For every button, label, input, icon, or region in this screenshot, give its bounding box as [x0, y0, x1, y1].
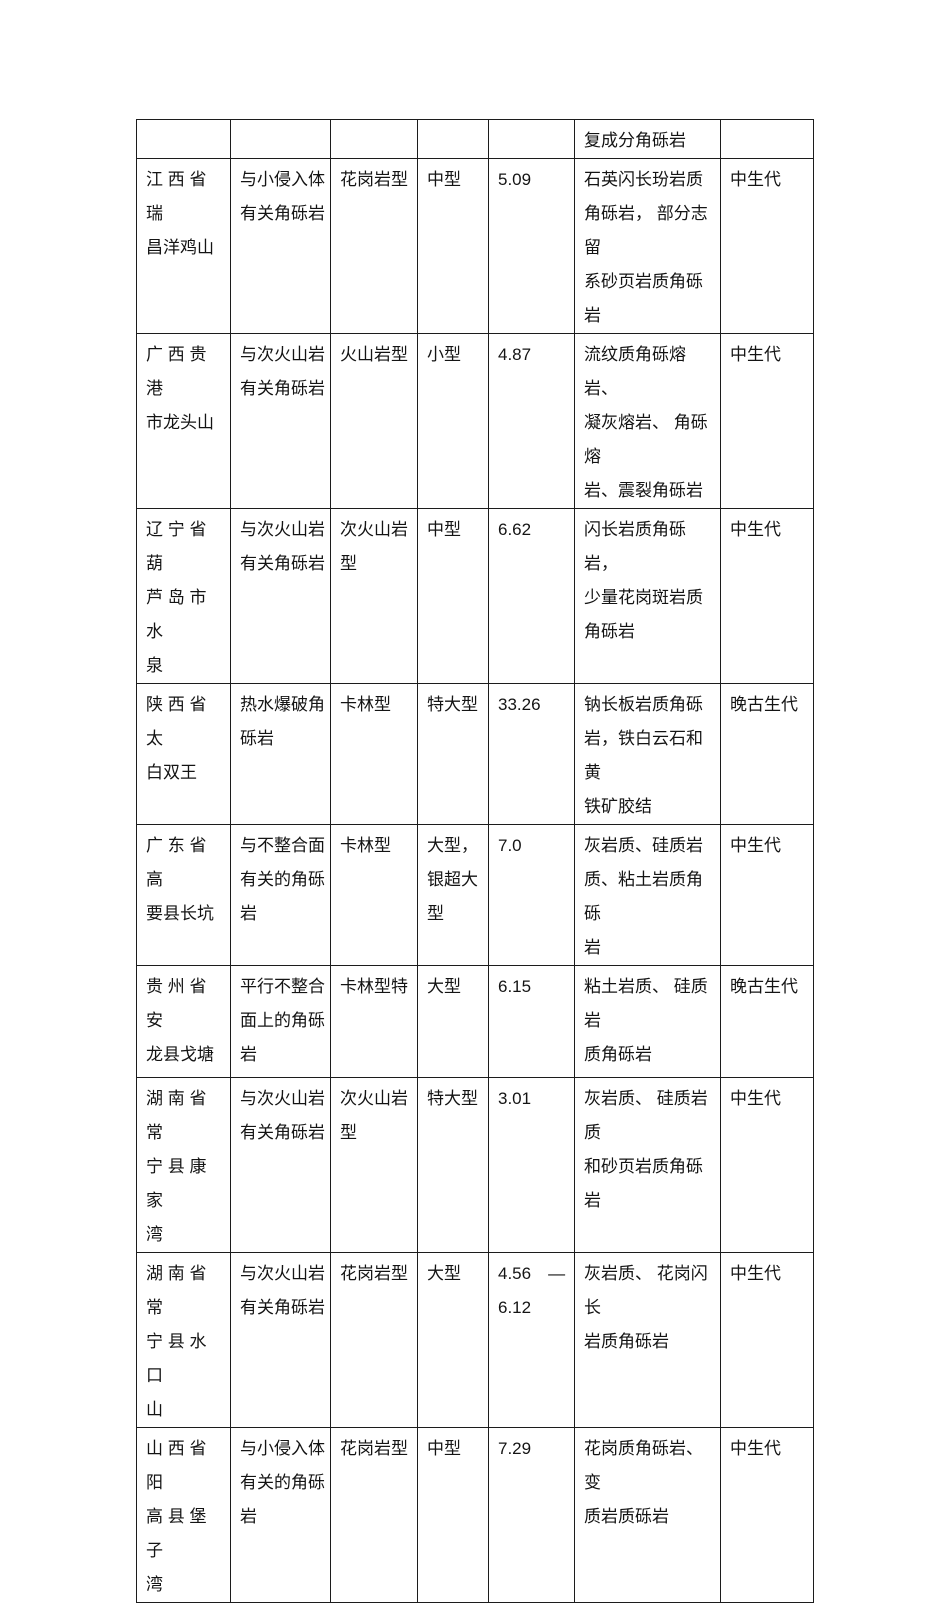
- table-cell-grade: 4.87: [488, 333, 575, 509]
- table-cell-scale: 中型: [417, 508, 489, 684]
- table-cell-location: 山 西 省 阳 高 县 堡 子 湾: [136, 1427, 231, 1603]
- table-cell-era: 中生代: [720, 508, 814, 684]
- table-cell-grade: 6.62: [488, 508, 575, 684]
- table-cell-era: 中生代: [720, 824, 814, 966]
- table-cell-location: 贵 州 省 安 龙县戈塘: [136, 965, 231, 1078]
- table-row: 广 东 省 高 要县长坑 与不整合面 有关的角砾 岩 卡林型 大型， 银超大 型…: [136, 824, 814, 966]
- table-cell-deposit-type: 次火山岩 型: [330, 508, 418, 684]
- table-cell-description: 灰岩质、 花岗闪长 岩质角砾岩: [574, 1252, 721, 1428]
- table-row: 湖 南 省 常 宁 县 水 口 山 与次火山岩 有关角砾岩 花岗岩型 大型 4.…: [136, 1252, 814, 1428]
- table-cell-deposit-type: 次火山岩 型: [330, 1077, 418, 1253]
- table-cell-breccia-type: 平行不整合 面上的角砾 岩: [230, 965, 331, 1078]
- table-cell-breccia-type: [230, 119, 331, 159]
- table-cell-deposit-type: 花岗岩型: [330, 158, 418, 334]
- table-cell-deposit-type: 花岗岩型: [330, 1427, 418, 1603]
- table-cell-deposit-type: 卡林型: [330, 824, 418, 966]
- table-cell-breccia-type: 与次火山岩 有关角砾岩: [230, 333, 331, 509]
- table-row: 江 西 省 瑞 昌洋鸡山 与小侵入体 有关角砾岩 花岗岩型 中型 5.09 石英…: [136, 158, 814, 334]
- table-cell-deposit-type: 火山岩型: [330, 333, 418, 509]
- table-cell-grade: 5.09: [488, 158, 575, 334]
- table-cell-grade: 7.29: [488, 1427, 575, 1603]
- table-cell-grade: 4.56 — 6.12: [488, 1252, 575, 1428]
- table-cell-scale: 中型: [417, 1427, 489, 1603]
- table-cell-description: 灰岩质、 硅质岩质 和砂页岩质角砾 岩: [574, 1077, 721, 1253]
- table-cell-deposit-type: 卡林型: [330, 683, 418, 825]
- table-cell-grade: 6.15: [488, 965, 575, 1078]
- table-cell-deposit-type: 花岗岩型: [330, 1252, 418, 1428]
- table-cell-breccia-type: 与不整合面 有关的角砾 岩: [230, 824, 331, 966]
- table-row: 广 西 贵 港 市龙头山 与次火山岩 有关角砾岩 火山岩型 小型 4.87 流纹…: [136, 333, 814, 509]
- table-cell-era: 中生代: [720, 1427, 814, 1603]
- table-cell-grade: 7.0: [488, 824, 575, 966]
- table-row: 辽 宁 省 葫 芦 岛 市 水 泉 与次火山岩 有关角砾岩 次火山岩 型 中型 …: [136, 508, 814, 684]
- table-cell-location: 湖 南 省 常 宁 县 水 口 山: [136, 1252, 231, 1428]
- table-cell-grade: 3.01: [488, 1077, 575, 1253]
- table-row: 山 西 省 阳 高 县 堡 子 湾 与小侵入体 有关的角砾 岩 花岗岩型 中型 …: [136, 1427, 814, 1603]
- table-cell-scale: 大型， 银超大 型: [417, 824, 489, 966]
- table-cell-description: 石英闪长玢岩质 角砾岩， 部分志留 系砂页岩质角砾 岩: [574, 158, 721, 334]
- table-cell-scale: 大型: [417, 965, 489, 1078]
- table-cell-era: 中生代: [720, 1252, 814, 1428]
- table-cell-scale: 特大型: [417, 683, 489, 825]
- table-cell-breccia-type: 与次火山岩 有关角砾岩: [230, 1252, 331, 1428]
- table-cell-scale: 中型: [417, 158, 489, 334]
- table-cell-location: 辽 宁 省 葫 芦 岛 市 水 泉: [136, 508, 231, 684]
- table-row: 贵 州 省 安 龙县戈塘 平行不整合 面上的角砾 岩 卡林型特 大型 6.15 …: [136, 965, 814, 1078]
- table-row: 湖 南 省 常 宁 县 康 家 湾 与次火山岩 有关角砾岩 次火山岩 型 特大型…: [136, 1077, 814, 1253]
- table-cell-breccia-type: 与次火山岩 有关角砾岩: [230, 1077, 331, 1253]
- table-cell-breccia-type: 与小侵入体 有关角砾岩: [230, 158, 331, 334]
- table-cell-breccia-type: 与次火山岩 有关角砾岩: [230, 508, 331, 684]
- table-cell-era: 中生代: [720, 333, 814, 509]
- table-cell-description: 花岗质角砾岩、 变 质岩质砾岩: [574, 1427, 721, 1603]
- table-cell-description: 复成分角砾岩: [574, 119, 721, 159]
- table-cell-era: 中生代: [720, 158, 814, 334]
- table-cell-location: [136, 119, 231, 159]
- table-cell-location: 湖 南 省 常 宁 县 康 家 湾: [136, 1077, 231, 1253]
- table-cell-scale: 小型: [417, 333, 489, 509]
- table-cell-scale: 特大型: [417, 1077, 489, 1253]
- table-cell-scale: [417, 119, 489, 159]
- table-cell-location: 广 西 贵 港 市龙头山: [136, 333, 231, 509]
- breccia-deposits-table: 复成分角砾岩 江 西 省 瑞 昌洋鸡山 与小侵入体 有关角砾岩 花岗岩型 中型 …: [136, 119, 814, 1603]
- table-row: 陕 西 省 太 白双王 热水爆破角 砾岩 卡林型 特大型 33.26 钠长板岩质…: [136, 683, 814, 825]
- table-cell-grade: 33.26: [488, 683, 575, 825]
- table-row: 复成分角砾岩: [136, 119, 814, 159]
- table-cell-description: 钠长板岩质角砾 岩，铁白云石和黄 铁矿胶结: [574, 683, 721, 825]
- table-cell-description: 粘土岩质、 硅质岩 质角砾岩: [574, 965, 721, 1078]
- table-cell-description: 灰岩质、硅质岩 质、粘土岩质角砾 岩: [574, 824, 721, 966]
- table-cell-era: [720, 119, 814, 159]
- document-page: 复成分角砾岩 江 西 省 瑞 昌洋鸡山 与小侵入体 有关角砾岩 花岗岩型 中型 …: [136, 119, 814, 1603]
- table-cell-description: 闪长岩质角砾岩， 少量花岗斑岩质 角砾岩: [574, 508, 721, 684]
- table-cell-description: 流纹质角砾熔岩、 凝灰熔岩、 角砾熔 岩、震裂角砾岩: [574, 333, 721, 509]
- table-cell-deposit-type: [330, 119, 418, 159]
- table-cell-location: 江 西 省 瑞 昌洋鸡山: [136, 158, 231, 334]
- table-cell-era: 晚古生代: [720, 965, 814, 1078]
- table-cell-deposit-type: 卡林型特: [330, 965, 418, 1078]
- table-cell-era: 中生代: [720, 1077, 814, 1253]
- table-cell-breccia-type: 热水爆破角 砾岩: [230, 683, 331, 825]
- table-cell-location: 陕 西 省 太 白双王: [136, 683, 231, 825]
- table-cell-location: 广 东 省 高 要县长坑: [136, 824, 231, 966]
- table-cell-breccia-type: 与小侵入体 有关的角砾 岩: [230, 1427, 331, 1603]
- table-cell-grade: [488, 119, 575, 159]
- table-cell-scale: 大型: [417, 1252, 489, 1428]
- table-cell-era: 晚古生代: [720, 683, 814, 825]
